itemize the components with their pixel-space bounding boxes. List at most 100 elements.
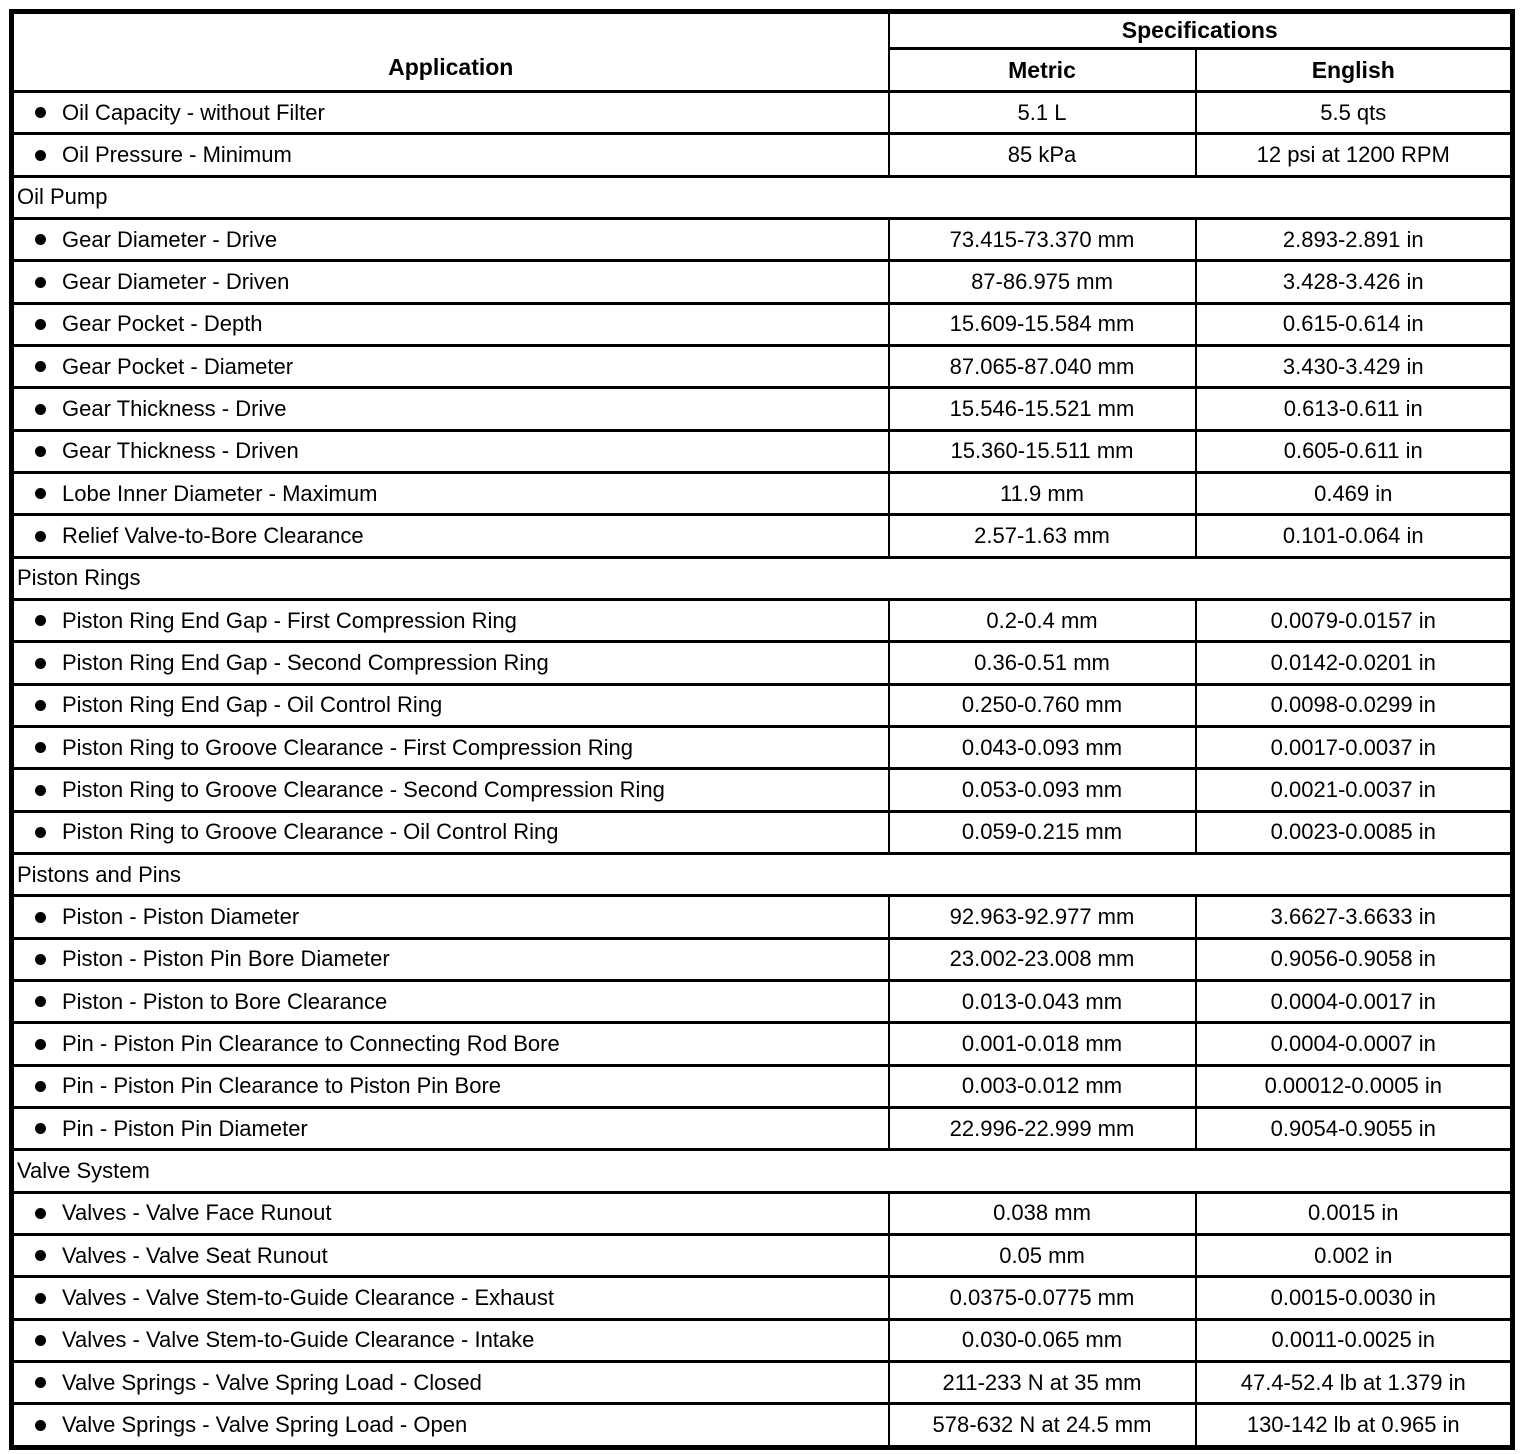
- application-cell: Piston Ring End Gap - First Compression …: [10, 597, 890, 644]
- english-value: 0.00012-0.0005 in: [1194, 1063, 1514, 1109]
- table-row: Piston - Piston Pin Bore Diameter 23.002-…: [10, 936, 1514, 982]
- english-value: 0.9054-0.9055 in: [1194, 1105, 1514, 1152]
- metric-value: 0.030-0.065 mm: [887, 1317, 1197, 1363]
- application-cell: Pin - Piston Pin Clearance to Connecting…: [10, 1021, 890, 1067]
- bullet-icon: [35, 1377, 46, 1389]
- english-value: 5.5 qts: [1194, 89, 1514, 136]
- application-cell: Gear Diameter - Drive: [10, 216, 890, 263]
- application-label: Gear Thickness - Drive: [62, 395, 287, 421]
- english-value: 12 psi at 1200 RPM: [1194, 132, 1514, 178]
- application-label: Gear Diameter - Drive: [62, 226, 278, 252]
- application-cell: Piston Ring to Groove Clearance - First …: [10, 724, 890, 771]
- application-cell: Piston Ring End Gap - Oil Control Ring: [10, 682, 890, 728]
- metric-value: 11.9 mm: [887, 470, 1197, 517]
- application-cell: Gear Pocket - Diameter: [10, 343, 890, 390]
- bullet-icon: [35, 784, 46, 796]
- table-row: Gear Thickness - Drive 15.546-15.521 mm 0.…: [10, 386, 1514, 432]
- table-row: Relief Valve-to-Bore Clearance 2.57-1.63 …: [10, 513, 1514, 559]
- metric-value: 0.250-0.760 mm: [887, 682, 1197, 728]
- application-label: Pin - Piston Pin Clearance to Piston Pin…: [62, 1073, 502, 1099]
- application-label: Piston Ring to Groove Clearance - Oil Co…: [62, 819, 559, 845]
- bullet-icon: [35, 742, 46, 754]
- application-cell: Oil Pressure - Minimum: [10, 132, 890, 178]
- bullet-icon: [35, 361, 46, 373]
- bullet-icon: [35, 234, 46, 246]
- application-cell: Gear Pocket - Depth: [10, 301, 890, 347]
- metric-value: 22.996-22.999 mm: [887, 1105, 1197, 1152]
- bullet-icon: [35, 657, 46, 669]
- application-label: Valve Springs - Valve Spring Load - Open: [62, 1412, 468, 1438]
- english-value: 3.430-3.429 in: [1194, 343, 1514, 390]
- table-row: Gear Diameter - Driven 87-86.975 mm 3.428-…: [10, 259, 1514, 305]
- bullet-icon: [35, 996, 46, 1008]
- bullet-icon: [35, 530, 46, 542]
- metric-value: 92.963-92.977 mm: [887, 894, 1197, 940]
- application-label: Valves - Valve Seat Runout: [62, 1242, 328, 1268]
- bullet-icon: [35, 1334, 46, 1346]
- section-row: Oil Pump: [10, 174, 1514, 220]
- application-label: Piston - Piston Pin Bore Diameter: [62, 946, 390, 972]
- bullet-icon: [35, 1207, 46, 1219]
- metric-value: 0.003-0.012 mm: [887, 1063, 1197, 1109]
- application-label: Valves - Valve Face Runout: [62, 1200, 332, 1226]
- english-value: 3.6627-3.6633 in: [1194, 894, 1514, 940]
- application-cell: Piston - Piston Pin Bore Diameter: [10, 936, 890, 982]
- application-label: Valve Springs - Valve Spring Load - Clos…: [62, 1369, 482, 1395]
- bullet-icon: [35, 403, 46, 415]
- bullet-icon: [35, 1419, 46, 1431]
- section-header-label: Pistons and Pins: [10, 851, 1514, 898]
- english-value: 0.002 in: [1194, 1232, 1514, 1279]
- table-row: Pin - Piston Pin Clearance to Connecting…: [10, 1021, 1514, 1067]
- header-row-specifications: Application Specifications: [10, 10, 1514, 93]
- table-body: Oil Capacity - without Filter 5.1 L 5.5 qt…: [10, 89, 1514, 1449]
- section-header-label: Valve System: [10, 1148, 1514, 1194]
- metric-value: 5.1 L: [887, 89, 1197, 136]
- metric-value: 0.05 mm: [887, 1232, 1197, 1279]
- header-row-units: Metric English: [12, 47, 1514, 93]
- application-cell: Valves - Valve Seat Runout: [10, 1232, 890, 1279]
- english-value: 0.615-0.614 in: [1194, 301, 1514, 347]
- table-row: Oil Capacity - without Filter 5.1 L 5.5 qt…: [10, 89, 1514, 136]
- metric-value: 15.360-15.511 mm: [887, 428, 1197, 474]
- bullet-icon: [35, 953, 46, 965]
- table-row: Pin - Piston Pin Diameter 22.996-22.999 m…: [10, 1105, 1514, 1152]
- bullet-icon: [35, 826, 46, 838]
- application-label: Piston - Piston to Bore Clearance: [62, 988, 388, 1014]
- bullet-icon: [35, 1292, 46, 1304]
- application-cell: Valves - Valve Stem-to-Guide Clearance -…: [10, 1275, 890, 1321]
- table-row: Pin - Piston Pin Clearance to Piston Pin…: [10, 1063, 1514, 1109]
- application-cell: Valve Springs - Valve Spring Load - Clos…: [10, 1359, 890, 1406]
- english-value: 0.613-0.611 in: [1194, 386, 1514, 432]
- application-cell: Lobe Inner Diameter - Maximum: [10, 470, 890, 517]
- application-label: Gear Pocket - Depth: [62, 311, 263, 337]
- english-value: 0.9056-0.9058 in: [1194, 936, 1514, 982]
- bullet-icon: [35, 911, 46, 923]
- metric-value: 87-86.975 mm: [887, 259, 1197, 305]
- english-value: 0.0011-0.0025 in: [1194, 1317, 1514, 1363]
- table-row: Gear Diameter - Drive 73.415-73.370 mm 2.8…: [10, 216, 1514, 263]
- table-row: Valves - Valve Stem-to-Guide Clearance -…: [10, 1317, 1514, 1363]
- bullet-icon: [35, 1038, 46, 1050]
- bullet-icon: [35, 318, 46, 330]
- application-cell: Relief Valve-to-Bore Clearance: [10, 513, 890, 559]
- metric-value: 23.002-23.008 mm: [887, 936, 1197, 982]
- table-row: Valve Springs - Valve Spring Load - Clos…: [10, 1359, 1514, 1406]
- application-cell: Piston - Piston to Bore Clearance: [10, 978, 890, 1025]
- english-column-header: English: [1194, 47, 1514, 93]
- metric-value: 0.013-0.043 mm: [887, 978, 1197, 1025]
- table-row: Valve Springs - Valve Spring Load - Open…: [10, 1402, 1514, 1449]
- application-label: Piston Ring End Gap - First Compression …: [62, 607, 517, 633]
- metric-value: 211-233 N at 35 mm: [887, 1359, 1197, 1406]
- application-cell: Valves - Valve Face Runout: [10, 1190, 890, 1236]
- metric-value: 0.059-0.215 mm: [887, 809, 1197, 855]
- english-value: 0.0021-0.0037 in: [1194, 767, 1514, 813]
- bullet-icon: [35, 107, 46, 119]
- table-row: Gear Pocket - Depth 15.609-15.584 mm 0.615…: [10, 301, 1514, 347]
- application-label: Piston - Piston Diameter: [62, 903, 300, 929]
- metric-value: 0.053-0.093 mm: [887, 767, 1197, 813]
- section-header-label: Piston Rings: [10, 555, 1514, 601]
- application-cell: Gear Thickness - Drive: [10, 386, 890, 432]
- application-cell: Valves - Valve Stem-to-Guide Clearance -…: [10, 1317, 890, 1363]
- application-label: Valves - Valve Stem-to-Guide Clearance -…: [62, 1327, 535, 1353]
